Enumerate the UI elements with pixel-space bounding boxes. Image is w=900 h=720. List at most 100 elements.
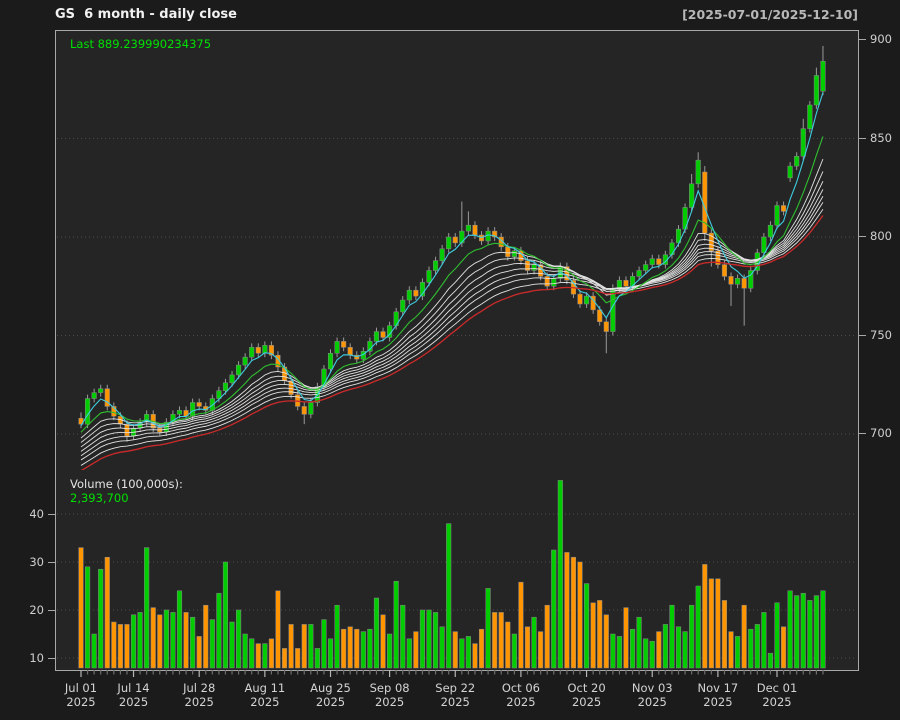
volume-bar <box>754 624 760 669</box>
candlestick <box>301 406 307 415</box>
volume-bar <box>196 636 202 669</box>
candlestick <box>242 356 248 366</box>
volume-bar <box>308 624 314 669</box>
volume-bar <box>577 561 583 669</box>
volume-bar <box>347 626 353 669</box>
candlestick <box>551 278 557 287</box>
price-axis-label: 900 <box>870 32 892 46</box>
candlestick <box>380 331 386 338</box>
candlestick <box>577 293 583 305</box>
candlestick <box>144 414 150 423</box>
candlestick <box>807 104 813 129</box>
volume-bar <box>242 633 248 669</box>
candlestick <box>236 364 242 376</box>
candlestick <box>656 258 662 265</box>
volume-axis-tick <box>48 562 55 563</box>
volume-bar <box>459 638 465 669</box>
volume-bar <box>767 652 773 669</box>
volume-bar <box>649 640 655 669</box>
candlestick <box>196 402 202 407</box>
candlestick <box>413 289 419 297</box>
candlestick <box>268 345 274 356</box>
x-axis-label: Oct 06 2025 <box>501 681 540 709</box>
ema-line <box>80 136 824 433</box>
x-axis-label: Nov 17 2025 <box>697 681 739 709</box>
candlestick <box>124 423 130 437</box>
volume-bar <box>137 612 143 669</box>
volume-bar <box>85 566 91 669</box>
candlestick <box>426 270 432 283</box>
candlestick <box>505 246 511 257</box>
x-axis-label: Dec 01 2025 <box>756 681 798 709</box>
volume-bar <box>91 633 97 669</box>
candlestick <box>492 230 498 238</box>
volume-axis-label: 40 <box>29 507 44 521</box>
volume-bar <box>341 628 347 669</box>
volume-bar <box>794 595 800 669</box>
x-axis-label: Aug 25 2025 <box>310 681 351 709</box>
x-axis-label: Jul 14 2025 <box>117 681 150 709</box>
volume-bar <box>413 631 419 669</box>
price-chart-svg <box>57 45 857 470</box>
candlestick <box>341 341 347 348</box>
candlestick <box>643 264 649 271</box>
volume-bar <box>813 595 819 669</box>
volume-bar <box>662 624 668 669</box>
volume-bar <box>334 604 340 669</box>
candlestick <box>728 276 734 285</box>
candlestick <box>695 159 701 185</box>
candlestick <box>636 270 642 277</box>
volume-bar <box>511 633 517 669</box>
volume-bar <box>590 602 596 669</box>
volume-bar <box>629 628 636 669</box>
candlestick <box>104 388 110 407</box>
volume-axis-tick <box>48 610 55 611</box>
candlestick <box>275 354 281 368</box>
volume-bar <box>774 602 780 669</box>
volume-bar <box>157 614 163 669</box>
ema-line <box>80 158 824 439</box>
volume-bar <box>675 626 682 669</box>
volume-bar <box>426 609 432 669</box>
candlestick <box>262 345 268 354</box>
volume-bar <box>689 604 695 669</box>
volume-bar <box>452 631 458 669</box>
volume-bar <box>623 607 629 669</box>
volume-bar <box>78 547 84 669</box>
volume-bar <box>498 612 504 669</box>
candlestick <box>91 392 97 399</box>
volume-bar <box>564 552 570 669</box>
date-range-label: [2025-07-01/2025-12-10] <box>682 7 858 22</box>
volume-bar <box>603 614 609 669</box>
volume-bar <box>150 607 156 669</box>
price-axis-tick <box>859 39 866 40</box>
candlestick <box>715 250 721 265</box>
price-axis-label: 800 <box>870 229 892 243</box>
volume-bar <box>275 590 281 669</box>
ema-line <box>80 92 824 428</box>
volume-bar <box>367 628 373 669</box>
volume-bar <box>393 580 399 669</box>
title-row: GS 6 month - daily close [2025-07-01/202… <box>0 0 900 28</box>
volume-bar <box>360 631 366 669</box>
volume-bar <box>249 638 255 669</box>
volume-bar <box>433 612 439 669</box>
candlestick <box>511 250 517 257</box>
volume-bar <box>163 609 169 669</box>
volume-bar <box>124 624 130 669</box>
x-axis-label: Nov 03 2025 <box>631 681 673 709</box>
candlestick <box>820 60 826 92</box>
candlestick <box>544 276 550 287</box>
candlestick <box>216 390 222 399</box>
volume-bar <box>130 614 137 669</box>
volume-bar <box>209 619 215 669</box>
candlestick <box>406 289 412 301</box>
volume-bar <box>610 633 616 669</box>
volume-bar <box>236 609 242 669</box>
volume-bar <box>183 612 189 669</box>
candlestick <box>222 382 228 391</box>
price-panel: Last 889.239990234375 <box>55 30 859 471</box>
x-axis-label: Jul 01 2025 <box>64 681 98 709</box>
volume-bar <box>400 604 406 669</box>
candlestick <box>761 236 767 254</box>
